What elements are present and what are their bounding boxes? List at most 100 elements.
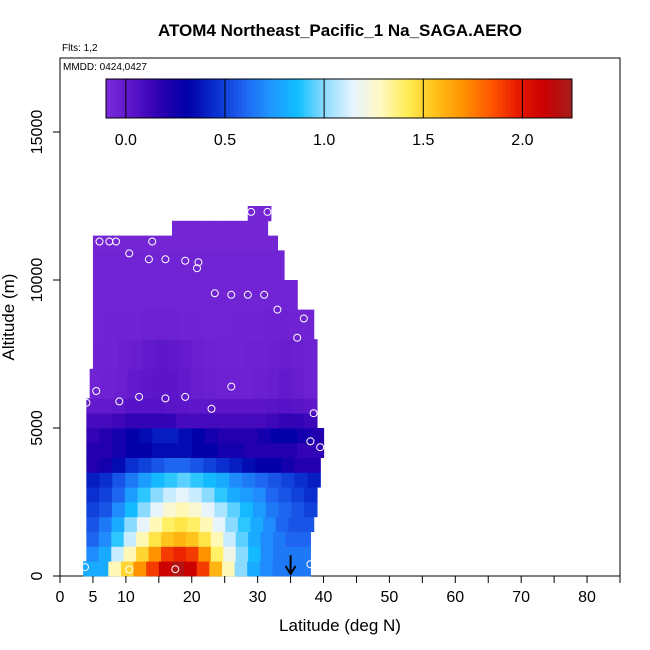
heatmap-cell	[265, 206, 268, 222]
colorbar-segment	[164, 79, 169, 118]
y-tick-label: 15000	[29, 110, 46, 155]
heatmap-cell	[264, 206, 267, 222]
x-tick-label: 60	[446, 589, 464, 606]
heatmap-cell	[137, 487, 151, 503]
heatmap-cell	[204, 442, 219, 458]
dates-note: MMDD: 0424,0427	[63, 62, 147, 73]
heatmap-cell	[252, 398, 267, 414]
heatmap-cell	[242, 339, 256, 370]
heatmap-cell	[254, 206, 257, 222]
heatmap-cell	[278, 413, 292, 429]
heatmap-cell	[127, 368, 141, 399]
heatmap-cell	[161, 280, 173, 310]
heatmap-cell	[190, 472, 204, 488]
heatmap-cell	[111, 502, 126, 518]
heatmap-cell	[111, 531, 125, 547]
heatmap-cell	[138, 457, 152, 473]
heatmap-cell	[297, 428, 311, 444]
heatmap-cell	[227, 309, 241, 340]
heatmap-cell	[161, 531, 175, 547]
heatmap-cell	[92, 339, 106, 370]
heatmap-cell	[125, 442, 140, 458]
colorbar-segment	[385, 79, 390, 118]
heatmap-cell	[215, 235, 227, 251]
y-tick-label: 10000	[29, 258, 46, 303]
heatmap-cell	[187, 516, 201, 532]
colorbar-segment	[214, 79, 220, 118]
heatmap-cell	[203, 368, 217, 399]
heatmap-cell	[137, 502, 151, 518]
heatmap-cell	[291, 502, 305, 518]
sample-point	[144, 255, 153, 264]
heatmap-cell	[279, 368, 293, 399]
y-axis: 0 5000 10000 15000	[29, 110, 60, 580]
colorbar-segment	[537, 79, 542, 118]
heatmap-cell	[227, 487, 241, 503]
heatmap-cell	[178, 368, 192, 399]
colorbar-segment	[428, 79, 433, 118]
heatmap-cell	[227, 502, 241, 518]
colorbar-segment	[339, 79, 344, 118]
heatmap-cell	[265, 502, 280, 518]
heatmap-cell	[165, 442, 180, 458]
heatmap-cell	[279, 339, 293, 370]
heatmap-cell	[268, 472, 282, 488]
colorbar-segment	[463, 79, 468, 118]
heatmap-cell	[199, 250, 211, 281]
heatmap-cell	[231, 428, 246, 444]
heatmap-cell	[254, 339, 268, 370]
colorbar-segment	[436, 79, 441, 118]
heatmap-cell	[129, 309, 143, 340]
colorbar-segment	[125, 79, 130, 118]
heatmap-cell	[86, 531, 100, 547]
colorbar-segment	[362, 79, 367, 118]
heatmap-cell	[251, 280, 264, 310]
sample-point	[299, 314, 308, 323]
heatmap-cell	[209, 220, 216, 236]
heatmap-cell	[251, 206, 254, 222]
heatmap-cell	[241, 250, 253, 281]
heatmap-cell	[240, 413, 254, 429]
heatmap-cell	[267, 339, 281, 370]
sample-point	[115, 397, 124, 406]
heatmap-cell	[291, 413, 305, 429]
heatmap-cell	[124, 250, 136, 281]
heatmap-cell	[285, 280, 298, 310]
colorbar-segment	[432, 79, 437, 118]
heatmap-cell	[223, 531, 237, 547]
sample-point	[161, 394, 170, 403]
heatmap-cell	[237, 516, 252, 532]
heatmap-cell	[240, 280, 253, 310]
colorbar-segment	[416, 79, 422, 118]
heatmap-cell	[203, 309, 217, 340]
heatmap-cell	[250, 206, 253, 222]
heatmap-cell	[220, 250, 232, 281]
colorbar-segment	[148, 79, 154, 118]
heatmap-cell	[191, 442, 206, 458]
heatmap-cell	[86, 487, 100, 503]
heatmap-cell	[247, 206, 250, 222]
heatmap-cell	[191, 309, 204, 340]
heatmap-cell	[240, 487, 254, 503]
colorbar-segment	[249, 79, 255, 118]
heatmap-cell	[104, 280, 117, 310]
heatmap-cell	[195, 235, 207, 251]
heatmap-cell	[217, 280, 230, 310]
heatmap-cell	[307, 472, 321, 488]
heatmap-cell	[214, 398, 228, 414]
heatmap-cell	[191, 428, 206, 444]
heatmap-cell	[242, 472, 256, 488]
heatmap-cell	[154, 235, 166, 251]
heatmap-cell	[86, 516, 100, 532]
heatmap-cell	[180, 339, 194, 370]
heatmap-cell	[264, 309, 278, 340]
heatmap-cell	[252, 250, 264, 281]
heatmap-cell	[114, 250, 126, 281]
colorbar: 0.0 0.5 1.0 1.5 2.0	[105, 78, 573, 149]
heatmap-cell	[263, 516, 277, 532]
heatmap-cell	[304, 368, 318, 399]
heatmap-cell	[86, 472, 100, 488]
heatmap-cell	[273, 531, 287, 547]
sample-point	[316, 324, 325, 333]
